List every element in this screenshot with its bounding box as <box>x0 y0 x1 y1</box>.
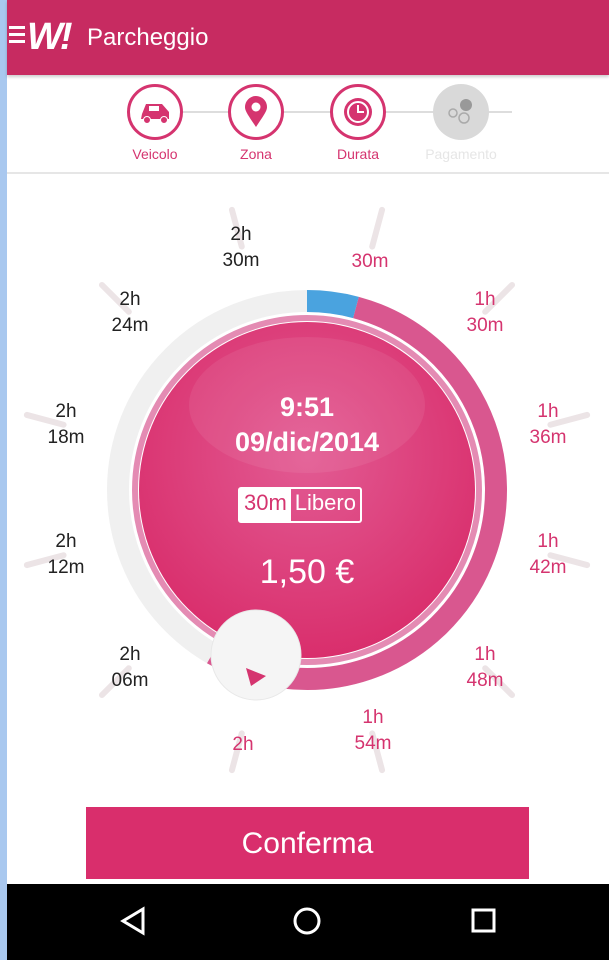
duration-option-text: 2h <box>230 224 252 245</box>
step-label: Durata <box>336 146 380 162</box>
dial-face <box>139 322 475 658</box>
duration-option-text: 30m <box>351 251 389 272</box>
step-pagamento: Pagamento <box>425 84 497 162</box>
step-label: Zona <box>240 146 272 162</box>
duration-option-text: 1h <box>474 289 496 310</box>
window-border <box>0 0 7 960</box>
map-pin-icon <box>228 84 284 140</box>
duration-option[interactable]: 2h 30m <box>206 222 276 274</box>
dial-tick <box>98 281 132 315</box>
duration-option[interactable]: 2h <box>208 732 278 758</box>
dial-tick <box>23 552 67 569</box>
confirm-button[interactable]: Conferma <box>86 807 529 879</box>
free-badge: 30m Libero <box>238 487 362 523</box>
clock-icon <box>330 84 386 140</box>
duration-option-text: 12m <box>47 557 85 578</box>
duration-option-text: 2h <box>232 734 254 755</box>
duration-dial[interactable] <box>0 180 609 800</box>
free-duration: 30m <box>240 489 291 521</box>
duration-option[interactable]: 2h 18m <box>31 399 101 451</box>
duration-option-text: 54m <box>354 733 392 754</box>
price: 1,50 € <box>259 553 355 591</box>
duration-option-text: 1h <box>537 531 559 552</box>
step-label: Veicolo <box>132 146 178 162</box>
duration-option-text: 2h <box>55 531 77 552</box>
dial-tick <box>547 411 591 428</box>
hamburger-icon[interactable] <box>9 26 25 47</box>
step-durata[interactable]: Durata <box>328 84 388 162</box>
dial-tick <box>98 665 132 699</box>
dial-tick <box>228 206 245 250</box>
dial-tick <box>369 730 386 774</box>
duration-option[interactable]: 2h 12m <box>31 529 101 581</box>
stepper: Veicolo Zona Durata Pagamento <box>7 75 609 174</box>
duration-option-text: 42m <box>529 557 567 578</box>
step-veicolo[interactable]: Veicolo <box>125 84 185 162</box>
duration-option-text: 2h <box>119 644 141 665</box>
duration-option-text: 1h <box>362 707 384 728</box>
duration-option[interactable]: 30m <box>335 249 405 275</box>
back-icon[interactable] <box>119 906 147 941</box>
dial-tick <box>369 206 386 250</box>
app-logo: W! <box>27 16 72 58</box>
free-duration-arc <box>306 290 359 319</box>
free-label: Libero <box>294 490 356 515</box>
duration-option-text: 1h <box>537 401 559 422</box>
selected-duration-arc <box>207 296 507 690</box>
duration-option[interactable]: 1h 42m <box>513 529 583 581</box>
dial-tick <box>482 665 516 699</box>
car-icon <box>127 84 183 140</box>
duration-option-text: 30m <box>466 315 504 336</box>
play-icon <box>246 668 266 686</box>
duration-option[interactable]: 1h 30m <box>450 287 520 339</box>
step-label: Pagamento <box>425 146 497 162</box>
recents-icon[interactable] <box>470 906 498 941</box>
dial-tick <box>23 411 67 428</box>
dial-tick <box>228 730 245 774</box>
app-bar: W! Parcheggio <box>7 0 609 75</box>
duration-option-text: 18m <box>47 427 85 448</box>
duration-option[interactable]: 1h 48m <box>450 642 520 694</box>
duration-option-text: 48m <box>466 670 504 691</box>
duration-option-text: 2h <box>119 289 141 310</box>
duration-option-text: 1h <box>474 644 496 665</box>
dial-ticks <box>23 206 591 774</box>
end-date: 09/dic/2014 <box>234 427 380 457</box>
dial-tick <box>482 281 516 315</box>
dial-tick <box>547 552 591 569</box>
duration-option[interactable]: 1h 36m <box>513 399 583 451</box>
duration-option[interactable]: 2h 24m <box>95 287 165 339</box>
step-zona[interactable]: Zona <box>226 84 286 162</box>
duration-option-text: 24m <box>111 315 149 336</box>
duration-option[interactable]: 2h 06m <box>95 642 165 694</box>
duration-option-text: 2h <box>55 401 77 422</box>
coins-icon <box>433 84 489 140</box>
duration-option-text: 30m <box>222 250 260 271</box>
end-time: 9:51 <box>279 392 335 422</box>
home-icon[interactable] <box>292 906 322 941</box>
android-nav-bar <box>7 884 609 960</box>
inner-ring <box>132 315 482 665</box>
duration-option-text: 36m <box>529 427 567 448</box>
page-title: Parcheggio <box>87 24 209 51</box>
duration-option[interactable]: 1h 54m <box>338 705 408 757</box>
dial-handle[interactable] <box>210 609 302 701</box>
duration-option-text: 06m <box>111 670 149 691</box>
